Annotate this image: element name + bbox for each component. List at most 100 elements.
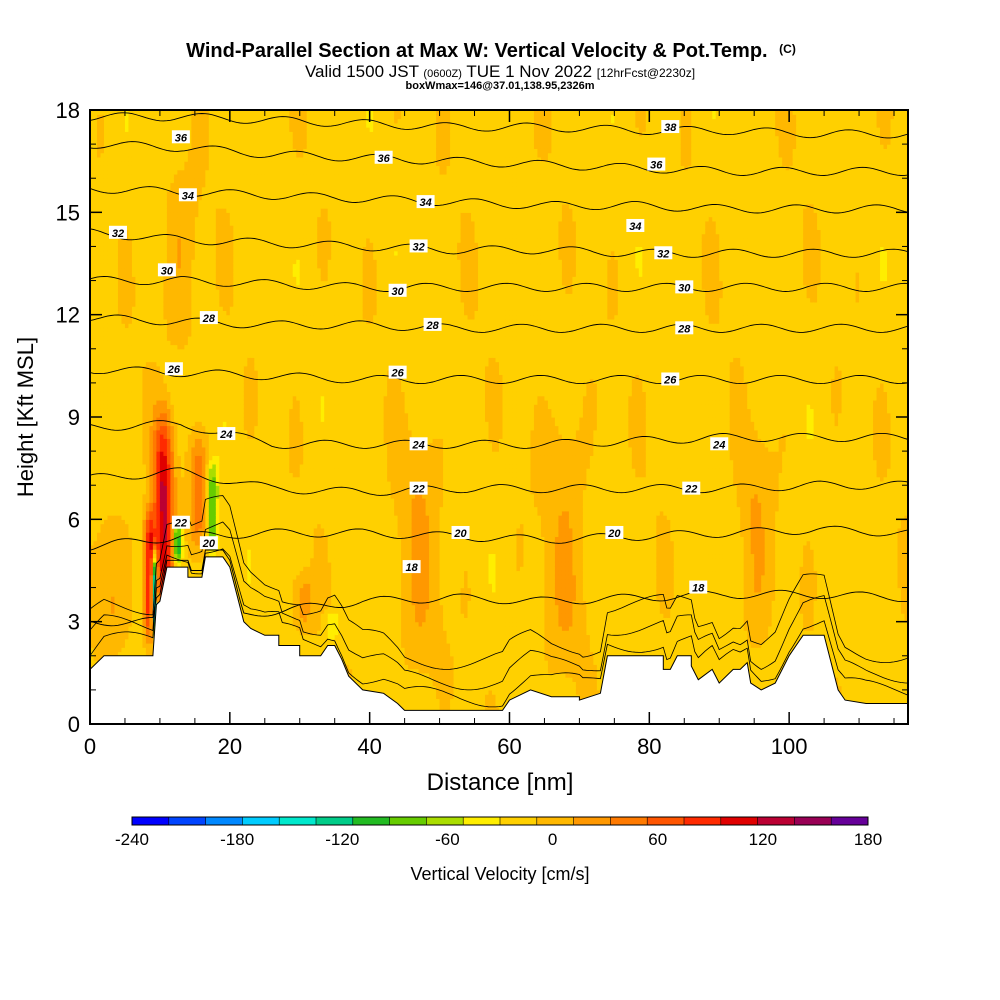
- velocity-cell: [121, 579, 125, 584]
- velocity-cell: [111, 272, 115, 277]
- velocity-cell: [149, 438, 153, 443]
- velocity-cell: [107, 298, 111, 303]
- velocity-cell: [128, 345, 132, 350]
- velocity-cell: [121, 549, 125, 554]
- velocity-cell: [132, 596, 136, 601]
- velocity-cell: [121, 336, 125, 341]
- velocity-cell: [97, 136, 101, 141]
- velocity-cell: [111, 408, 115, 413]
- velocity-cell: [125, 464, 129, 469]
- velocity-cell: [149, 242, 153, 247]
- velocity-cell: [135, 468, 139, 473]
- velocity-cell: [104, 455, 108, 460]
- velocity-cell: [128, 204, 132, 209]
- velocity-cell: [121, 443, 125, 448]
- velocity-cell: [97, 596, 101, 601]
- velocity-cell: [100, 421, 104, 426]
- velocity-cell: [125, 566, 129, 571]
- velocity-cell: [142, 430, 146, 435]
- velocity-cell: [94, 391, 98, 396]
- velocity-cell: [121, 630, 125, 635]
- velocity-cell: [97, 140, 101, 145]
- velocity-cell: [107, 293, 111, 298]
- velocity-cell: [135, 643, 139, 648]
- velocity-cell: [118, 332, 122, 337]
- valid-date: TUE 1 Nov 2022: [466, 62, 592, 81]
- velocity-cell: [146, 298, 150, 303]
- velocity-cell: [153, 443, 157, 448]
- velocity-cell: [132, 157, 136, 162]
- velocity-cell: [128, 579, 132, 584]
- velocity-cell: [107, 643, 111, 648]
- velocity-cell: [142, 229, 146, 234]
- velocity-cell: [94, 191, 98, 196]
- velocity-cell: [97, 281, 101, 286]
- velocity-cell: [121, 217, 125, 222]
- velocity-cell: [111, 259, 115, 264]
- velocity-cell: [153, 225, 157, 230]
- velocity-cell: [156, 524, 160, 529]
- velocity-cell: [139, 532, 143, 537]
- velocity-cell: [94, 579, 98, 584]
- velocity-cell: [107, 562, 111, 567]
- velocity-cell: [135, 332, 139, 337]
- velocity-cell: [107, 464, 111, 469]
- velocity-cell: [142, 153, 146, 158]
- velocity-cell: [125, 127, 129, 132]
- velocity-cell: [100, 455, 104, 460]
- velocity-cell: [135, 549, 139, 554]
- velocity-cell: [114, 575, 118, 580]
- velocity-cell: [132, 353, 136, 358]
- velocity-cell: [104, 336, 108, 341]
- velocity-cell: [128, 605, 132, 610]
- velocity-cell: [111, 413, 115, 418]
- velocity-cell: [146, 391, 150, 396]
- velocity-cell: [132, 251, 136, 256]
- velocity-cell: [142, 362, 146, 367]
- velocity-cell: [142, 285, 146, 290]
- velocity-cell: [139, 379, 143, 384]
- velocity-cell: [118, 566, 122, 571]
- velocity-cell: [104, 127, 108, 132]
- velocity-cell: [149, 327, 153, 332]
- velocity-cell: [132, 468, 136, 473]
- velocity-cell: [153, 485, 157, 490]
- velocity-cell: [97, 502, 101, 507]
- velocity-cell: [139, 430, 143, 435]
- velocity-cell: [104, 460, 108, 465]
- velocity-cell: [100, 323, 104, 328]
- velocity-cell: [104, 208, 108, 213]
- velocity-cell: [94, 468, 98, 473]
- velocity-cell: [111, 455, 115, 460]
- velocity-cell: [94, 161, 98, 166]
- velocity-cell: [149, 208, 153, 213]
- velocity-cell: [114, 391, 118, 396]
- velocity-cell: [146, 229, 150, 234]
- velocity-cell: [114, 460, 118, 465]
- velocity-cell: [104, 178, 108, 183]
- velocity-cell: [100, 362, 104, 367]
- velocity-cell: [111, 161, 115, 166]
- velocity-cell: [142, 596, 146, 601]
- velocity-cell: [114, 507, 118, 512]
- velocity-cell: [142, 413, 146, 418]
- velocity-cell: [100, 345, 104, 350]
- velocity-cell: [149, 413, 153, 418]
- velocity-cell: [104, 293, 108, 298]
- velocity-cell: [100, 370, 104, 375]
- velocity-cell: [149, 353, 153, 358]
- velocity-cell: [149, 588, 153, 593]
- velocity-cell: [97, 489, 101, 494]
- velocity-cell: [149, 310, 153, 315]
- velocity-cell: [146, 306, 150, 311]
- velocity-cell: [149, 549, 153, 554]
- velocity-cell: [104, 571, 108, 576]
- velocity-cell: [128, 541, 132, 546]
- velocity-cell: [142, 464, 146, 469]
- velocity-cell: [121, 524, 125, 529]
- velocity-cell: [104, 613, 108, 618]
- velocity-cell: [94, 302, 98, 307]
- velocity-cell: [107, 340, 111, 345]
- velocity-cell: [135, 264, 139, 269]
- velocity-cell: [100, 396, 104, 401]
